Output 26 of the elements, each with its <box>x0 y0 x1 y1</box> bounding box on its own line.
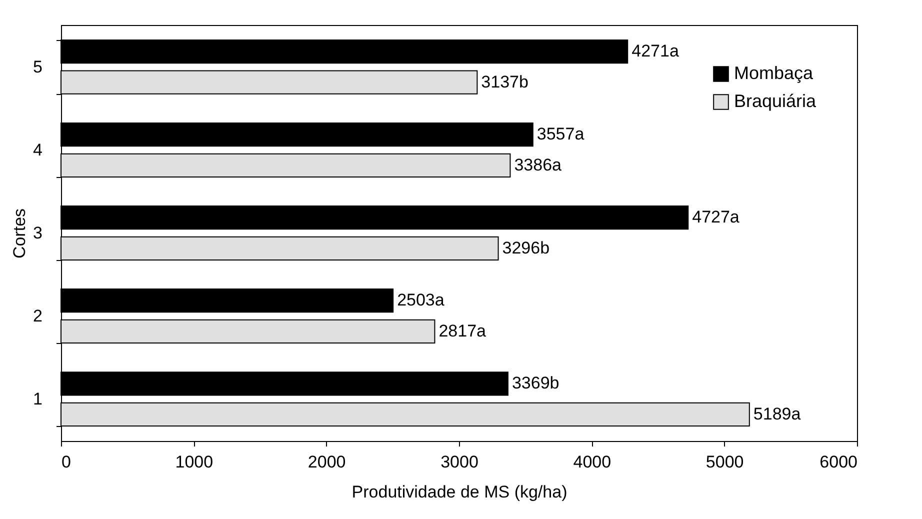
y-tick-label: 4 <box>33 140 42 160</box>
data-label: 3557a <box>536 124 585 144</box>
data-label: 3386a <box>514 155 562 174</box>
data-label: 4727a <box>692 208 740 227</box>
data-label: 3137b <box>481 72 528 92</box>
y-tick-label: 1 <box>33 390 42 409</box>
data-label: 5189a <box>753 404 802 424</box>
legend-label: Mombaça <box>734 63 814 83</box>
x-tick-label: 4000 <box>573 452 612 472</box>
data-label: 3296b <box>502 238 550 258</box>
x-tick-label: 2000 <box>308 452 346 472</box>
data-label: 2817a <box>438 321 487 340</box>
data-label: 2503a <box>397 290 445 310</box>
legend-label: Braquiária <box>734 91 818 111</box>
data-label: 3369b <box>512 374 560 393</box>
x-tick-label: 1000 <box>175 452 214 472</box>
y-axis-title: Cortes <box>10 208 30 259</box>
x-tick-label: 5000 <box>706 452 744 472</box>
y-tick-label: 3 <box>33 224 42 242</box>
y-tick-label: 5 <box>33 57 42 76</box>
x-tick-label: 6000 <box>820 452 858 472</box>
x-tick-label: 3000 <box>440 452 478 472</box>
x-axis-title: Produtividade de MS (kg/ha) <box>352 482 568 502</box>
data-label: 4271a <box>632 42 680 61</box>
y-tick-label: 2 <box>33 306 42 326</box>
x-tick-label: 0 <box>62 452 71 472</box>
